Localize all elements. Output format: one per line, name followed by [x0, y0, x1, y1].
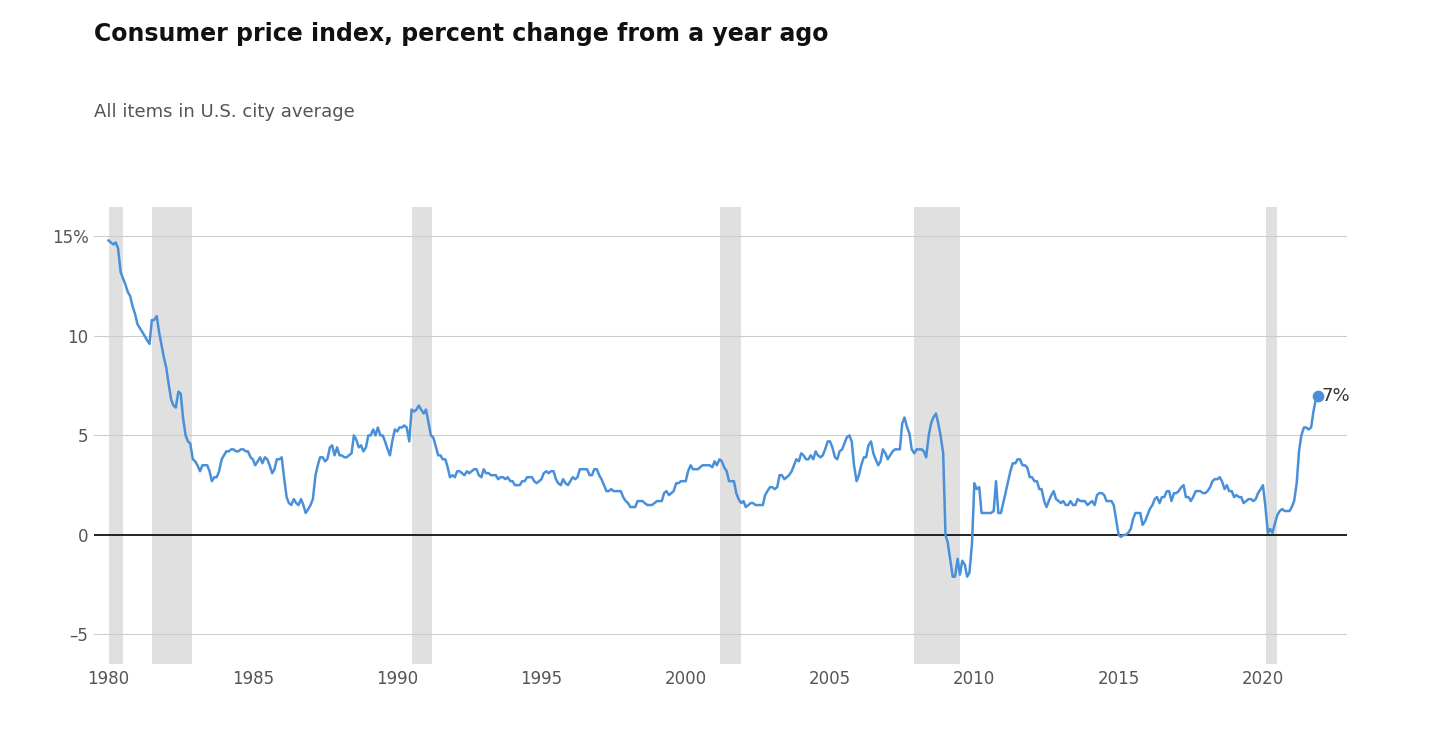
Text: All items in U.S. city average: All items in U.S. city average — [94, 103, 355, 121]
Bar — [411, 207, 432, 664]
Bar — [152, 207, 193, 664]
Bar — [914, 207, 960, 664]
Text: 7%: 7% — [1322, 387, 1351, 404]
Bar — [720, 207, 740, 664]
Text: Consumer price index, percent change from a year ago: Consumer price index, percent change fro… — [94, 22, 828, 46]
Point — [1306, 390, 1329, 401]
Bar — [1266, 207, 1277, 664]
Bar — [109, 207, 123, 664]
